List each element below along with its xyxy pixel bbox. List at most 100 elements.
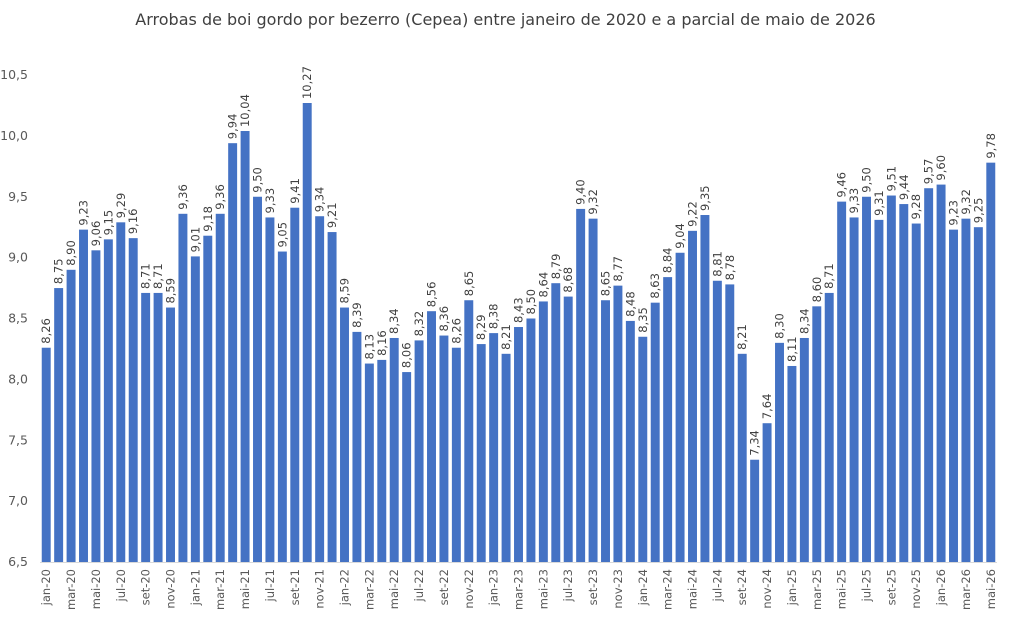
- bar: [762, 423, 772, 562]
- x-tick-label: set-20: [139, 569, 153, 605]
- bar: [725, 284, 735, 562]
- bar: [501, 353, 511, 562]
- bar: [576, 208, 586, 563]
- bar-value-label: 9,25: [971, 198, 985, 224]
- bar-value-label: 9,01: [188, 227, 202, 253]
- x-tick-label: jul-23: [561, 569, 575, 602]
- bar: [377, 359, 387, 562]
- bar-value-label: 8,16: [375, 330, 389, 356]
- bar-value-label: 9,33: [263, 188, 277, 214]
- bar-value-label: 8,68: [561, 267, 575, 293]
- x-tick-label: mar-22: [362, 569, 376, 610]
- bar: [924, 188, 934, 563]
- bar-value-label: 9,33: [847, 188, 861, 214]
- bar-value-label: 9,34: [313, 187, 327, 213]
- bar: [215, 213, 225, 563]
- bar: [849, 217, 859, 562]
- bar: [911, 223, 921, 563]
- y-tick-label: 6,5: [8, 554, 28, 569]
- x-tick-label: mar-26: [959, 569, 973, 610]
- y-axis-ticks: 6,5 7,0 7,5 8,0 8,5 9,0 9,5 10,0 10,5: [0, 67, 28, 569]
- bar-value-label: 9,28: [909, 194, 923, 220]
- bar-value-label: 7,34: [748, 430, 762, 456]
- chart-title: Arrobas de boi gordo por bezerro (Cepea)…: [135, 10, 876, 29]
- bar: [775, 342, 784, 562]
- x-tick-label: jul-22: [412, 569, 426, 602]
- bar-value-label: 9,44: [897, 174, 911, 200]
- bar: [613, 285, 623, 562]
- bar-value-label: 8,64: [536, 272, 550, 298]
- x-tick-label: mar-25: [810, 569, 824, 610]
- bar: [240, 131, 250, 562]
- bar-value-label: 7,64: [760, 394, 774, 420]
- x-tick-label: mai-24: [686, 569, 700, 609]
- x-tick-label: mai-23: [536, 569, 550, 609]
- bar: [166, 307, 175, 562]
- x-tick-label: nov-22: [462, 569, 476, 609]
- bar-value-label: 8,78: [723, 255, 737, 281]
- bar-value-label: 9,18: [201, 206, 215, 232]
- bar: [936, 184, 946, 562]
- bar: [514, 327, 523, 562]
- x-tick-label: mar-20: [64, 569, 78, 610]
- bar: [439, 335, 449, 562]
- bar-value-label: 8,90: [64, 240, 78, 266]
- bar-value-label: 8,34: [387, 308, 401, 334]
- bar-value-label: 8,38: [487, 304, 501, 330]
- x-tick-label: nov-25: [909, 569, 923, 609]
- bar-value-label: 9,32: [586, 189, 600, 215]
- bar-value-label: 8,26: [449, 318, 463, 344]
- bar: [538, 301, 548, 562]
- bar-value-label: 8,84: [661, 248, 675, 274]
- bar: [91, 250, 101, 562]
- x-tick-label: nov-24: [760, 569, 774, 609]
- bar: [551, 283, 561, 562]
- bar-value-label: 8,56: [425, 282, 439, 308]
- bar: [899, 204, 909, 562]
- x-tick-label: set-21: [288, 569, 302, 605]
- bar-value-label: 9,36: [213, 184, 227, 210]
- bar-value-label: 10,27: [300, 66, 314, 99]
- x-tick-label: jan-23: [487, 569, 501, 606]
- x-tick-label: jan-21: [188, 569, 202, 606]
- x-tick-label: mai-25: [835, 569, 849, 609]
- x-tick-label: mar-23: [512, 569, 526, 610]
- x-tick-label: mar-21: [213, 569, 227, 610]
- bar: [688, 230, 697, 562]
- bar-value-label: 8,35: [636, 307, 650, 333]
- bar-value-label: 9,94: [226, 114, 240, 140]
- bar-value-label: 9,50: [251, 167, 265, 193]
- x-tick-label: jul-20: [114, 569, 128, 602]
- bar: [79, 229, 88, 562]
- bar: [986, 162, 996, 562]
- bar: [464, 300, 474, 562]
- bar-value-label: 8,36: [437, 306, 451, 332]
- x-tick-label: nov-23: [611, 569, 625, 609]
- bar-value-label: 8,06: [400, 342, 414, 368]
- y-tick-label: 7,0: [8, 493, 28, 508]
- bar: [302, 103, 312, 562]
- bar-value-label: 8,39: [350, 302, 364, 328]
- bar-value-label: 9,35: [698, 185, 712, 211]
- x-tick-label: mai-20: [89, 569, 103, 609]
- bar-value-label: 8,59: [338, 278, 352, 304]
- y-tick-label: 9,5: [8, 189, 28, 204]
- bar: [601, 300, 610, 562]
- x-tick-label: set-24: [735, 569, 749, 605]
- bar-value-label: 8,81: [710, 251, 724, 277]
- bar-value-label: 8,77: [611, 256, 625, 282]
- bar: [128, 238, 138, 562]
- bar: [228, 143, 238, 562]
- y-tick-label: 8,0: [8, 371, 28, 386]
- x-tick-label: mai-21: [238, 569, 252, 609]
- bar: [66, 269, 76, 562]
- bar-value-label: 9,31: [872, 190, 886, 216]
- bar-value-label: 8,26: [39, 318, 53, 344]
- bar: [824, 292, 834, 562]
- bar: [526, 318, 536, 562]
- bar: [116, 222, 126, 562]
- bar-value-label: 8,34: [797, 308, 811, 334]
- bar: [427, 311, 436, 562]
- bar-value-label: 9,51: [884, 166, 898, 192]
